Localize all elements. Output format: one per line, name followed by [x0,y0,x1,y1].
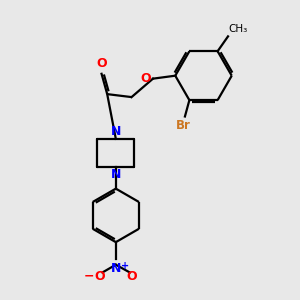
Text: N: N [111,168,121,181]
Text: N: N [111,125,121,138]
Text: O: O [127,270,137,283]
Text: O: O [140,72,151,85]
Text: +: + [121,261,129,271]
Text: N: N [111,262,121,275]
Text: Br: Br [176,119,191,133]
Text: O: O [96,57,106,70]
Text: O: O [94,270,105,283]
Text: −: − [84,270,94,283]
Text: CH₃: CH₃ [229,24,248,34]
